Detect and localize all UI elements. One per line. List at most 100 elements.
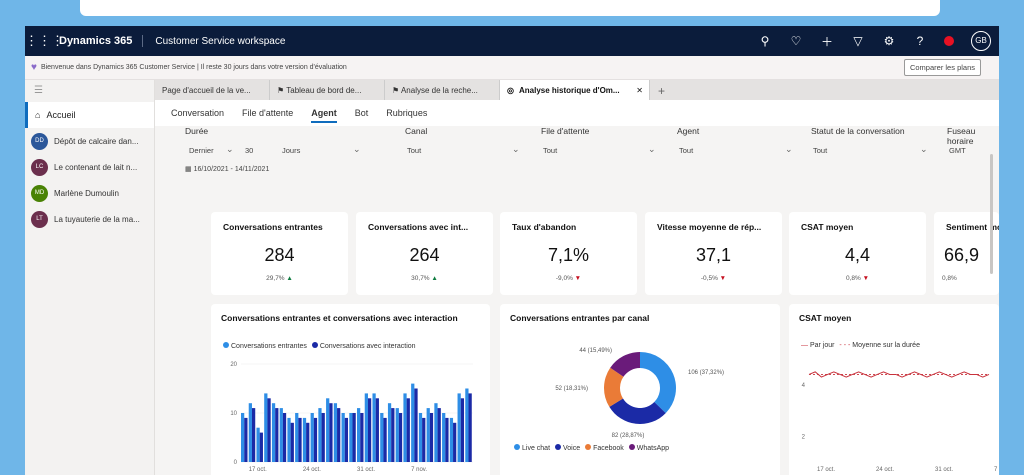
sidebar-item-home[interactable]: ⌂ Accueil — [25, 102, 154, 128]
filter-icon[interactable]: ▽ — [853, 34, 863, 48]
tab-dashboard[interactable]: ⚑ Tableau de bord de... — [270, 80, 385, 100]
bar — [344, 417, 349, 462]
x-tick-label: 7 nov. — [411, 467, 427, 473]
sidebar-item-label: Marlène Dumoulin — [54, 188, 119, 198]
tab-bot[interactable]: Bot — [354, 108, 369, 118]
kpi-title: Vitesse moyenne de rép... — [657, 222, 762, 232]
kpi-delta-value: -0,5% — [700, 275, 718, 282]
sidebar-item-session[interactable]: LC Le contenant de lait n... — [25, 154, 154, 180]
kpi-value: 66,9 — [944, 245, 980, 265]
duration-value-input[interactable]: 30 — [245, 146, 254, 155]
bar — [414, 388, 418, 462]
top-strip — [80, 0, 940, 16]
close-icon[interactable]: ✕ — [636, 86, 643, 95]
chevron-down-icon[interactable]: ⌄ — [512, 144, 520, 154]
agent-select[interactable]: Tout — [679, 146, 694, 155]
status-select[interactable]: Tout — [813, 146, 828, 155]
presence-status-icon[interactable] — [944, 36, 954, 46]
collapse-menu-icon[interactable]: ☰ — [34, 85, 43, 96]
tab-agent[interactable]: Agent — [311, 108, 337, 123]
workspace-name: Customer Service workspace — [155, 35, 286, 47]
tab-queue[interactable]: File d'attente — [242, 108, 294, 118]
user-avatar[interactable]: GB — [971, 31, 991, 51]
sidebar-item-session[interactable]: DD Dépôt de calcaire dan... — [25, 128, 154, 154]
scrollbar[interactable] — [990, 154, 993, 274]
bar — [445, 417, 449, 462]
trial-notice-text: Bienvenue dans Dynamics 365 Customer Ser… — [40, 64, 347, 71]
bar — [364, 393, 368, 462]
x-tick-label: 31 oct. — [935, 467, 953, 473]
tab-topics[interactable]: Rubriques — [386, 108, 428, 118]
legend-label: WhatsApp — [636, 445, 670, 452]
chevron-down-icon[interactable]: ⌄ — [920, 144, 928, 154]
kpi-card-csat: CSAT moyen 4,4 0,8% ▼ — [789, 212, 926, 295]
bar — [357, 408, 361, 462]
bar — [310, 413, 314, 462]
bar — [403, 393, 407, 462]
dashboard-icon: ⚑ — [277, 86, 287, 95]
bar — [259, 432, 263, 462]
kpi-delta-value: 0,8% — [845, 275, 861, 282]
chevron-down-icon[interactable]: ⌄ — [226, 144, 234, 154]
sidebar-item-session[interactable]: LT La tuyauterie de la ma... — [25, 206, 154, 232]
help-icon[interactable]: ? — [916, 34, 924, 48]
bar — [318, 408, 322, 462]
avatar: LT — [31, 210, 48, 228]
bar — [465, 388, 469, 462]
kpi-value: 264 — [409, 245, 440, 265]
app-launcher-icon[interactable]: ⋮⋮⋮ — [25, 33, 64, 48]
duration-unit-select[interactable]: Jours — [282, 146, 301, 155]
avatar: LC — [31, 158, 48, 176]
bar — [398, 413, 403, 462]
bar — [449, 417, 454, 462]
kpi-delta: -0,5% ▼ — [645, 275, 782, 282]
tab-conversation[interactable]: Conversation — [171, 108, 225, 118]
kpi-title: Taux d'abandon — [512, 222, 577, 232]
plus-icon[interactable]: ＋ — [820, 34, 833, 49]
bar — [244, 417, 248, 462]
canal-select[interactable]: Tout — [407, 146, 422, 155]
tab-historical-analytics[interactable]: ◎ Analyse historique d'Om... ✕ — [500, 80, 650, 100]
session-sidebar: ☰ ⌂ Accueil DD Dépôt de calcaire dan... … — [25, 80, 155, 475]
bar — [321, 413, 325, 462]
donut-chart: 106 (37,32%) 82 (28,87%) 52 (18,31%) 44 (15… — [555, 348, 724, 439]
agent-label: Agent — [677, 126, 700, 136]
lightbulb-icon[interactable]: ♡ — [790, 34, 802, 48]
bar — [349, 413, 353, 462]
chevron-down-icon[interactable]: ⌄ — [648, 144, 656, 154]
bar — [422, 417, 426, 462]
tab-label: Tableau de bord de... — [286, 86, 362, 95]
chart-title: CSAT moyen — [799, 313, 852, 323]
search-icon[interactable]: ⚲ — [760, 34, 770, 48]
legend-label: Conversations avec interaction — [319, 343, 416, 350]
canal-label: Canal — [405, 126, 428, 136]
timezone-select[interactable]: GMT — [949, 146, 966, 155]
app-name[interactable]: Dynamics 365 — [59, 35, 144, 47]
chart-legend: — Par jour - - - Moyenne sur la durée — [801, 342, 920, 349]
legend-line: — — [801, 342, 810, 349]
queue-select[interactable]: Tout — [543, 146, 558, 155]
top-navbar: ⋮⋮⋮ Dynamics 365 Customer Service worksp… — [25, 26, 999, 56]
dashboard-content: Conversation File d'attente Agent Bot Ru… — [155, 100, 999, 475]
status-label: Statut de la conversation — [811, 126, 905, 136]
chevron-down-icon[interactable]: ⌄ — [785, 144, 793, 154]
legend-dot — [514, 444, 520, 450]
bar — [460, 398, 465, 462]
gear-icon[interactable]: ⚙ — [883, 34, 895, 48]
add-tab-icon[interactable]: + — [658, 84, 666, 98]
legend-dot — [628, 444, 635, 450]
bar — [290, 422, 294, 462]
sidebar-item-session[interactable]: MD Marlène Dumoulin — [25, 180, 154, 206]
legend-label: Facebook — [593, 445, 624, 452]
legend-dot — [223, 342, 229, 348]
compare-plans-button[interactable]: Comparer les plans — [903, 59, 981, 76]
bar — [468, 393, 472, 462]
chevron-down-icon[interactable]: ⌄ — [353, 144, 361, 154]
donut-slice — [610, 352, 640, 377]
queue-label: File d'attente — [541, 126, 590, 136]
tab-home-page[interactable]: Page d'accueil de la ve... — [155, 80, 270, 100]
duration-mode-select[interactable]: Dernier — [189, 146, 214, 155]
legend-dot — [554, 444, 561, 450]
tab-search-analytics[interactable]: ⚑ Analyse de la reche... — [385, 80, 500, 100]
csat-chart-panel: CSAT moyen — Par jour - - - Moyenne sur … — [789, 304, 999, 475]
